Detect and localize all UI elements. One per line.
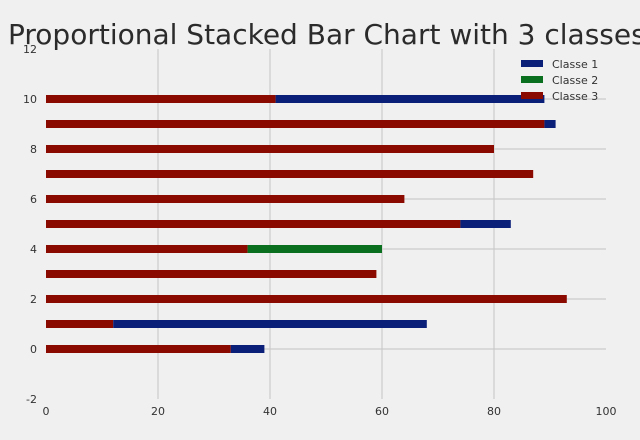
bar-classe-1	[460, 220, 511, 228]
legend: Classe 1 Classe 2 Classe 3	[521, 58, 598, 103]
legend-swatch	[521, 76, 543, 83]
bar-classe-1	[275, 95, 545, 103]
x-tick-label: 60	[375, 405, 389, 418]
x-tick-label: 80	[487, 405, 501, 418]
bars	[46, 95, 567, 353]
bar-classe-2	[247, 245, 382, 253]
y-tick-label: 8	[30, 143, 37, 156]
x-tick-label: 100	[596, 405, 617, 418]
legend-swatch	[521, 92, 543, 99]
bar-classe-3	[46, 320, 114, 328]
y-tick-label: 6	[30, 193, 37, 206]
y-tick-label: 12	[23, 43, 37, 56]
legend-label: Classe 1	[552, 58, 598, 71]
y-tick-label: 0	[30, 343, 37, 356]
bar-classe-1	[544, 120, 556, 128]
bar-classe-1	[113, 320, 427, 328]
y-tick-label: -2	[26, 393, 37, 406]
bar-classe-3	[46, 220, 461, 228]
bar-classe-3	[46, 270, 377, 278]
bar-classe-3	[46, 245, 248, 253]
legend-label: Classe 3	[552, 90, 598, 103]
y-tick-label: 4	[30, 243, 37, 256]
bar-classe-3	[46, 195, 405, 203]
x-tick-label: 20	[151, 405, 165, 418]
bar-classe-3	[46, 170, 534, 178]
bar-classe-3	[46, 295, 567, 303]
legend-swatch	[521, 60, 543, 67]
y-tick-label: 10	[23, 93, 37, 106]
bar-classe-1	[230, 345, 265, 353]
legend-label: Classe 2	[552, 74, 598, 87]
chart-title: Proportional Stacked Bar Chart with 3 cl…	[8, 18, 640, 51]
bar-classe-3	[46, 120, 545, 128]
bar-classe-3	[46, 345, 231, 353]
bar-classe-3	[46, 145, 494, 153]
y-tick-label: 2	[30, 293, 37, 306]
x-tick-label: 40	[263, 405, 277, 418]
bar-classe-3	[46, 95, 276, 103]
x-tick-label: 0	[43, 405, 50, 418]
tick-labels: 0 20 40 60 80 100 -2 0 2 4 6 8 10 12	[23, 43, 617, 418]
